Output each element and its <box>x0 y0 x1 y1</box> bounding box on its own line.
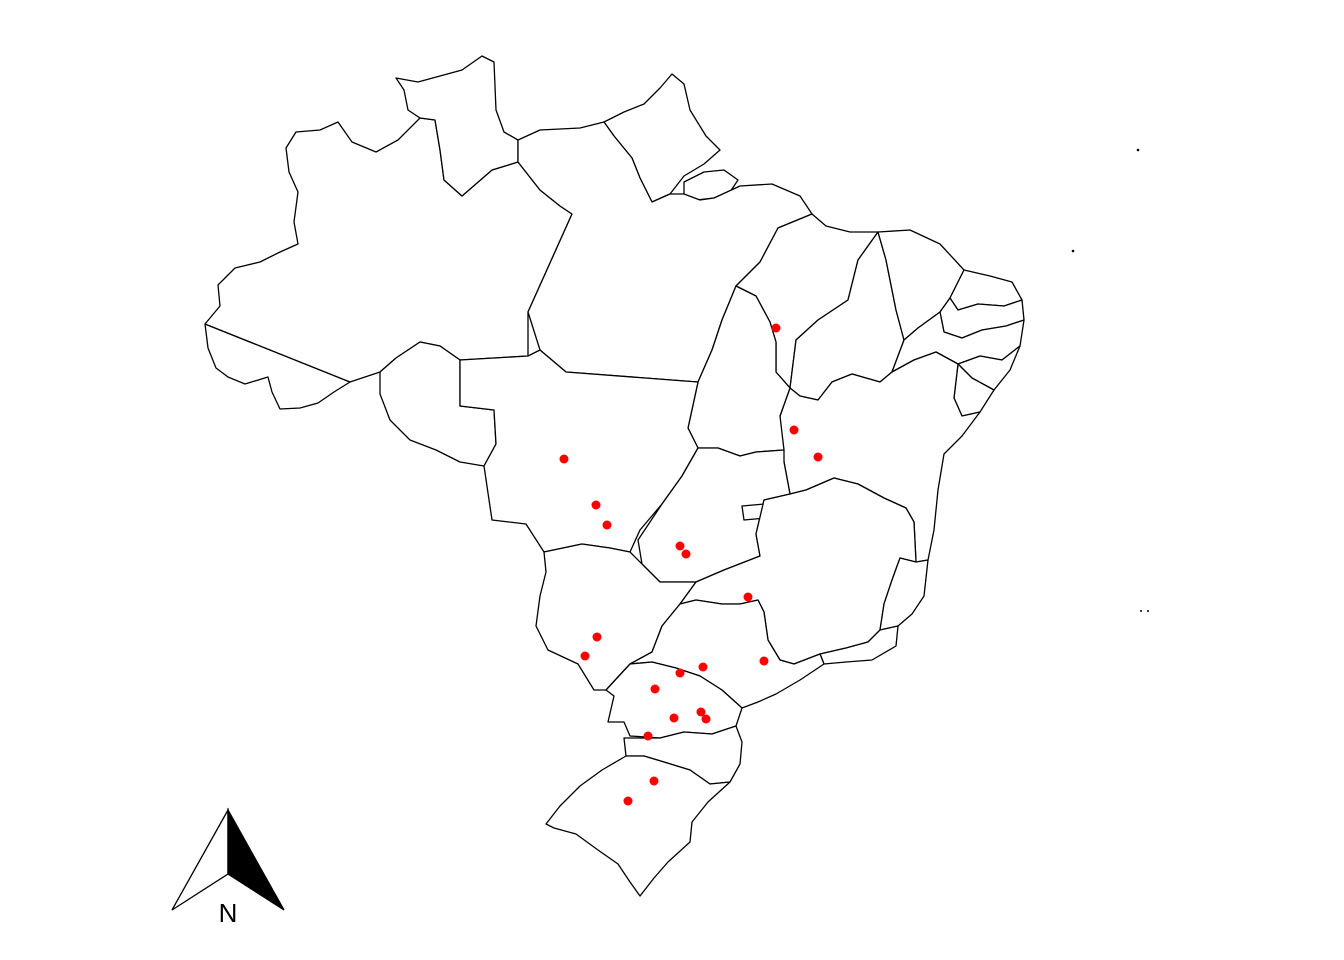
islet-southeast-2 <box>1147 610 1149 612</box>
state-rio-de-janeiro <box>819 625 899 665</box>
site-point <box>675 541 685 551</box>
state-para <box>517 121 813 383</box>
site-point <box>650 684 660 694</box>
north-arrow-icon <box>171 807 285 911</box>
site-point <box>580 651 590 661</box>
site-points <box>559 323 823 806</box>
site-point <box>771 323 781 333</box>
site-point <box>591 500 601 510</box>
site-point <box>669 713 679 723</box>
site-point <box>675 668 685 678</box>
islet-northeast-1 <box>1136 148 1140 152</box>
state-acre <box>204 323 351 410</box>
site-point <box>623 796 633 806</box>
islet-northeast-2 <box>1071 249 1075 253</box>
site-point <box>681 549 691 559</box>
site-point <box>743 592 753 602</box>
site-point <box>789 425 799 435</box>
state-espirito-santo <box>879 557 929 631</box>
site-point <box>759 656 769 666</box>
site-point <box>559 454 569 464</box>
state-boundaries <box>204 55 1025 897</box>
site-point <box>643 731 653 741</box>
islet-southeast-1 <box>1140 610 1142 612</box>
site-point <box>701 714 711 724</box>
site-point <box>592 632 602 642</box>
site-point <box>813 452 823 462</box>
site-point <box>602 520 612 530</box>
north-arrow: N <box>171 807 285 928</box>
site-point <box>698 662 708 672</box>
state-rio-grande-do-sul <box>545 755 731 897</box>
north-arrow-label: N <box>219 898 238 928</box>
site-point <box>649 776 659 786</box>
site-point <box>696 707 706 717</box>
offshore-islets <box>1071 148 1149 612</box>
